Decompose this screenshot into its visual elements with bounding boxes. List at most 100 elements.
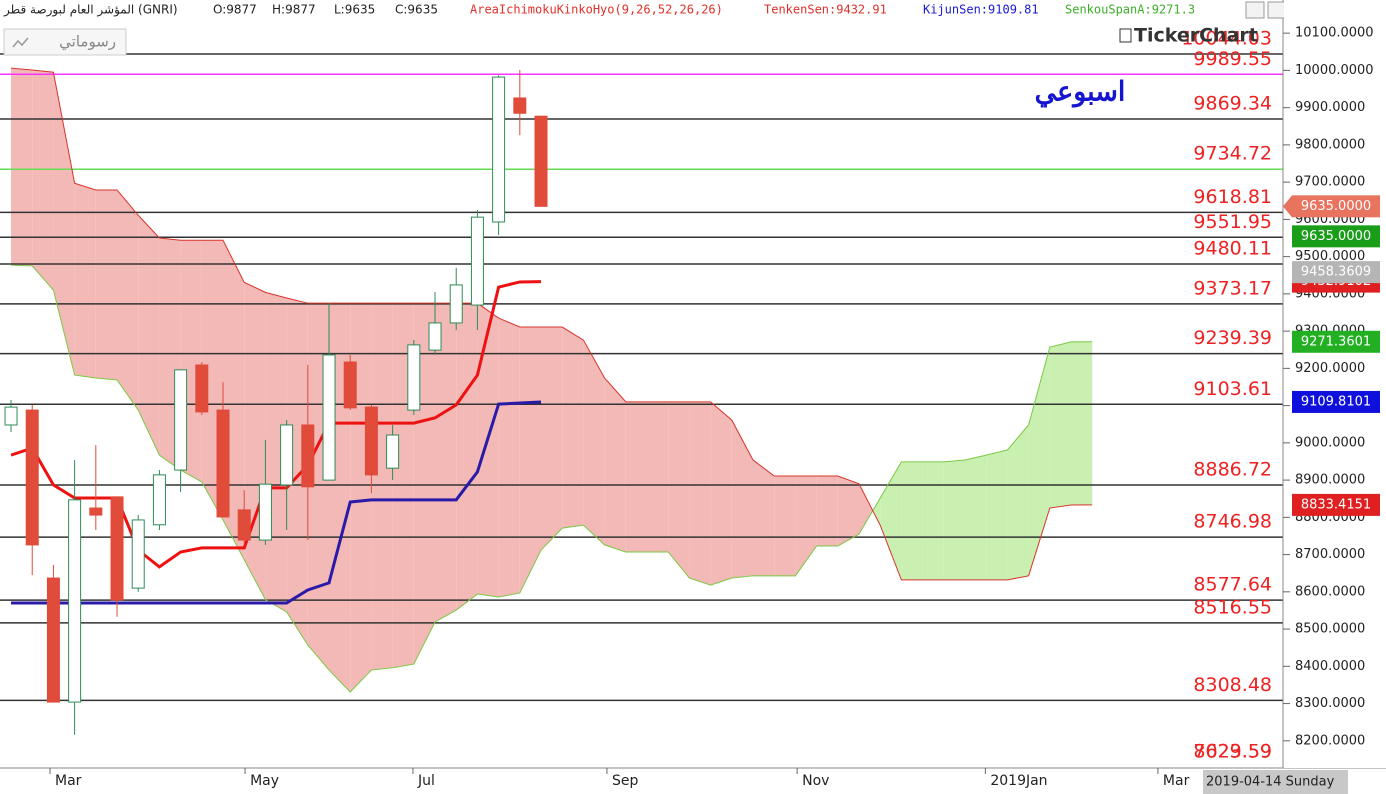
indicator-line <box>11 264 1093 693</box>
cloud-fill <box>710 401 732 586</box>
indicator-label: TenkenSen:9432.91 <box>764 3 887 17</box>
window-button[interactable] <box>1245 1 1265 19</box>
candle-body <box>386 434 400 469</box>
price-box: 9109.8101 <box>1292 390 1380 413</box>
cloud-fill <box>604 378 626 552</box>
price-box: 9635.0000 <box>1292 225 1380 248</box>
candle-body <box>513 97 527 114</box>
cloud-fill <box>350 303 372 693</box>
x-tick-label: Mar <box>1163 773 1190 789</box>
candle-body <box>534 115 548 207</box>
indicator-line <box>11 400 542 605</box>
drawings-icon <box>12 37 29 48</box>
candle-body <box>407 344 421 411</box>
x-tick-label: Mar <box>55 773 82 789</box>
cloud-fill <box>965 455 987 580</box>
price-box-bg <box>1292 195 1380 218</box>
candle-body <box>25 409 39 546</box>
cloud-fill <box>498 318 520 598</box>
indicator-label: KijunSen:9109.81 <box>923 3 1039 17</box>
price-box-label: 9271.3601 <box>1301 334 1371 349</box>
watermark: TickerChart <box>1134 25 1258 47</box>
x-tick-label: Jul <box>417 773 435 789</box>
cloud-fill <box>668 401 690 579</box>
cloud-fill <box>837 475 860 547</box>
ohlc-value: H:9877 <box>272 3 316 17</box>
candle-body <box>322 354 336 481</box>
price-box: 9271.3601 <box>1292 330 1380 353</box>
cloud-fill <box>943 459 966 580</box>
indicator-label: AreaIchimokuKinkoHyo(9,26,52,26,26) <box>470 3 723 17</box>
crosshair-date: 2019-04-14 Sunday <box>1206 775 1335 790</box>
cloud-fill <box>689 401 711 586</box>
cloud-fill <box>541 327 563 551</box>
candle-body <box>280 424 294 486</box>
y-tick-label: 8700.0000 <box>1295 547 1365 562</box>
candle-body <box>46 577 60 703</box>
candle-body <box>237 509 251 541</box>
candle-body <box>428 322 442 351</box>
cloud-fill <box>1071 341 1093 506</box>
y-tick-label: 8300.0000 <box>1295 696 1365 711</box>
cloud-fill <box>117 189 139 411</box>
y-tick-label: 10000.0000 <box>1295 63 1374 78</box>
level-label: 9734.72 <box>1193 143 1272 165</box>
cloud-fill <box>562 327 584 529</box>
candle-body <box>364 406 378 476</box>
level-label: 9480.11 <box>1193 238 1272 260</box>
price-box-label: 9635.0000 <box>1301 199 1371 214</box>
axis-background <box>1284 0 1386 768</box>
candle-body <box>258 483 272 541</box>
cloud-fill <box>922 461 944 580</box>
level-label: 10044.03 <box>1181 27 1272 49</box>
candle-body <box>89 507 103 516</box>
x-tick-label: Sep <box>612 773 639 789</box>
price-box-label: 8833.4151 <box>1301 497 1371 512</box>
timeframe-annotation: اسبوعي <box>1035 77 1126 109</box>
y-tick-label: 9500.0000 <box>1295 249 1365 264</box>
y-tick-label: 9800.0000 <box>1295 137 1365 152</box>
level-label: 9551.95 <box>1193 211 1272 233</box>
price-box-bg <box>1292 225 1380 248</box>
cloud-fill <box>477 303 499 598</box>
price-box-label: 9635.0000 <box>1301 229 1371 244</box>
candle-body <box>68 499 82 703</box>
price-box-bg <box>1292 330 1380 353</box>
drawings-label[interactable]: رسوماتي <box>59 33 116 52</box>
ohlc-value: L:9635 <box>334 3 375 17</box>
level-label: 9989.55 <box>1193 48 1272 70</box>
cloud-fill <box>872 497 881 526</box>
level-label: 8577.64 <box>1193 574 1272 596</box>
level-label: 8023.59 <box>1193 741 1272 763</box>
y-tick-label: 8600.0000 <box>1295 584 1365 599</box>
candle-body <box>195 364 209 413</box>
cloud-fill <box>731 420 754 579</box>
cloud-fill <box>986 449 1008 580</box>
cloud-fill <box>1007 424 1029 580</box>
level-label: 9239.39 <box>1193 327 1272 349</box>
cloud-fill <box>753 459 775 576</box>
y-tick-label: 8900.0000 <box>1295 473 1365 488</box>
candle-body <box>110 496 124 601</box>
cloud-fill <box>456 303 478 611</box>
cloud-fill <box>901 461 923 580</box>
price-box: 8833.4151 <box>1292 493 1380 516</box>
cloud-fill <box>583 340 605 545</box>
ohlc-value: C:9635 <box>395 3 438 17</box>
candle-body <box>492 76 506 223</box>
date-box <box>1203 770 1348 794</box>
y-tick-label: 8200.0000 <box>1295 733 1365 748</box>
cloud-fill <box>138 215 160 456</box>
cloud-fill <box>74 183 96 379</box>
level-label: 8308.48 <box>1193 674 1272 696</box>
x-axis-background <box>0 769 1203 794</box>
candle-body <box>343 361 357 409</box>
price-box: 9458.3609 <box>1292 261 1380 284</box>
price-box-label: 9109.8101 <box>1301 394 1371 409</box>
price-box-bg <box>1292 261 1380 284</box>
candle-body <box>470 216 484 306</box>
level-label: 9103.61 <box>1193 378 1272 400</box>
y-tick-label: 8400.0000 <box>1295 659 1365 674</box>
chart-title: المؤشر العام لبورصة قطر (GNRI) <box>3 3 178 18</box>
